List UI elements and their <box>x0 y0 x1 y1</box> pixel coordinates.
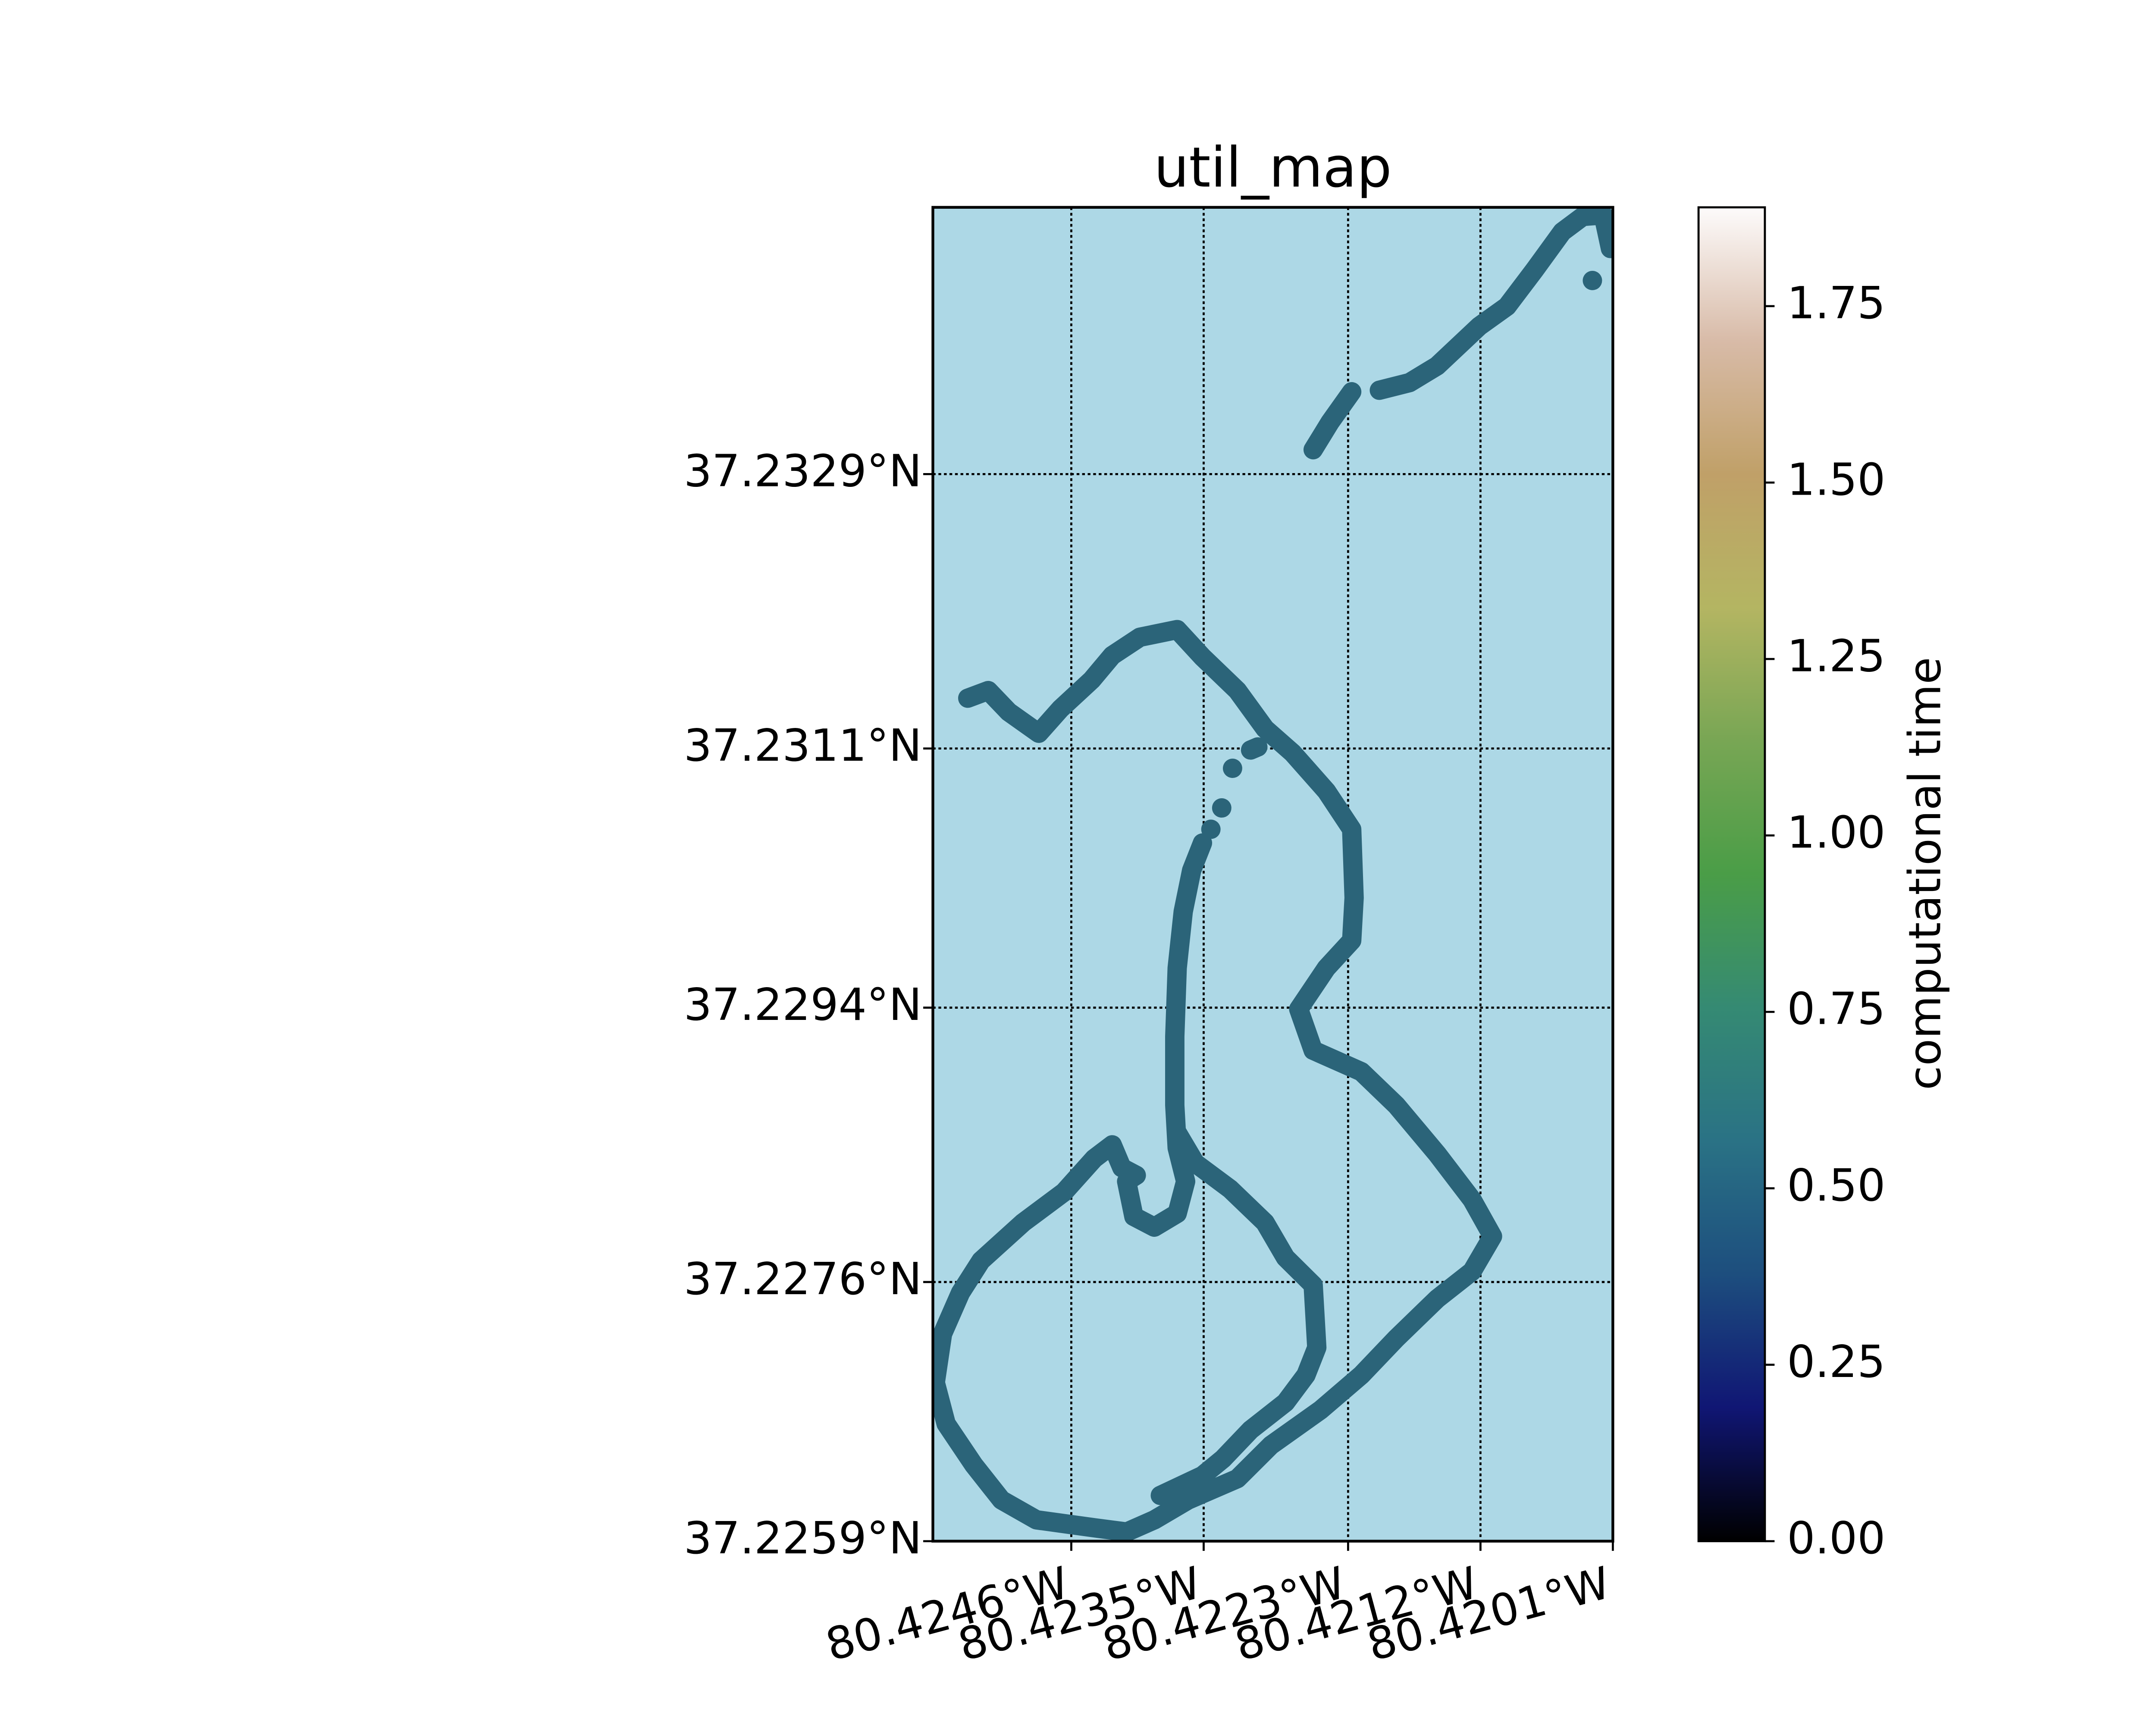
colorbar-tick-label: 0.25 <box>1787 1336 1885 1388</box>
y-tick-label: 37.2294°N <box>684 979 922 1031</box>
colorbar-tick-label: 1.25 <box>1787 630 1885 682</box>
colorbar-tick-label: 0.75 <box>1787 984 1885 1035</box>
colorbar-tick-label: 1.75 <box>1787 278 1885 329</box>
axes-background <box>933 207 1613 1541</box>
track-line <box>1369 207 1613 400</box>
colorbar-tick-label: 0.00 <box>1787 1513 1885 1564</box>
colorbar <box>1697 206 1766 1543</box>
track-line <box>933 620 1502 1541</box>
axes-frame <box>931 206 1614 1543</box>
y-tick-label: 37.2259°N <box>684 1513 922 1564</box>
colorbar-tick-label: 0.50 <box>1787 1160 1885 1211</box>
colorbar-tick-label: 1.00 <box>1787 807 1885 859</box>
colorbar-tick-label: 1.50 <box>1787 454 1885 505</box>
y-tick-label: 37.2311°N <box>684 720 922 772</box>
plot-area <box>933 207 1613 1541</box>
track-line <box>1150 1123 1327 1505</box>
y-tick-label: 37.2329°N <box>684 446 922 497</box>
x-tick-label: 80.4201°W <box>1362 1557 1616 1671</box>
colorbar-label: computational time <box>1899 657 1951 1090</box>
chart-title: util_map <box>1154 136 1392 200</box>
track-line <box>1303 382 1362 460</box>
y-tick-label: 37.2276°N <box>684 1254 922 1305</box>
track-line <box>1241 737 1268 760</box>
